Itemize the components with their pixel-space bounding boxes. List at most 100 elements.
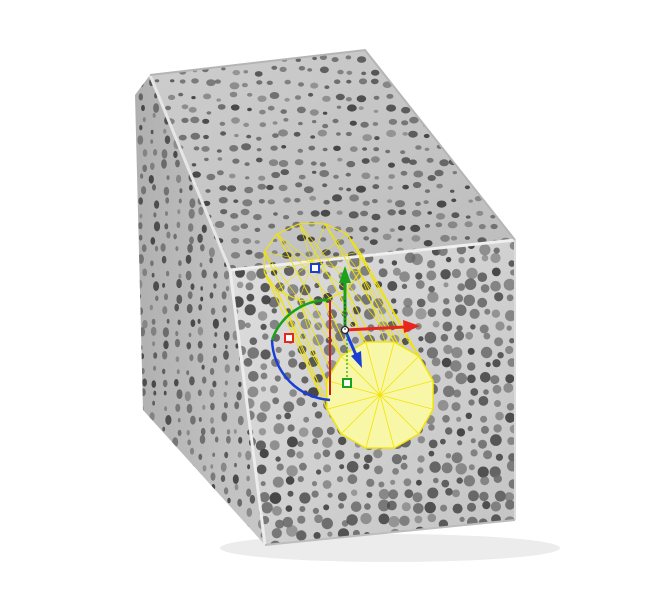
pore — [427, 211, 433, 215]
pore — [245, 249, 253, 255]
pore — [283, 117, 289, 122]
pore — [323, 464, 332, 473]
pore — [289, 389, 297, 397]
pore — [296, 397, 306, 406]
pore — [266, 184, 274, 191]
pore — [272, 133, 279, 139]
pore — [503, 208, 513, 216]
z-axis[interactable] — [343, 329, 358, 356]
pore — [258, 175, 266, 181]
pore — [477, 466, 489, 478]
pore — [482, 501, 491, 510]
pore — [283, 401, 295, 413]
pore — [126, 162, 133, 167]
pore — [428, 439, 438, 449]
pore — [298, 427, 309, 438]
pore — [220, 462, 227, 472]
pore — [478, 123, 487, 129]
pore — [464, 236, 470, 240]
pore — [347, 474, 358, 485]
pore — [311, 490, 319, 498]
pore — [164, 135, 171, 144]
pore — [267, 40, 274, 45]
porous-block[interactable] — [124, 39, 519, 554]
pore — [138, 448, 143, 455]
pore — [190, 319, 196, 328]
y-axis-arrowhead[interactable] — [339, 266, 351, 283]
pore — [312, 120, 317, 124]
pore — [139, 213, 143, 219]
pore — [386, 199, 393, 204]
pore — [346, 79, 352, 84]
pore — [246, 533, 250, 539]
z-axis-arrowhead[interactable] — [351, 351, 362, 368]
pore — [409, 159, 417, 165]
pore — [437, 400, 449, 411]
pore — [346, 514, 358, 526]
pore — [126, 437, 131, 446]
pore — [142, 149, 148, 157]
pore — [288, 350, 296, 358]
pore — [178, 198, 182, 204]
pore — [408, 130, 418, 138]
pore — [298, 121, 303, 126]
pore — [206, 42, 211, 46]
pore — [491, 44, 497, 49]
pore — [185, 254, 192, 264]
z-scale-handle[interactable] — [310, 263, 320, 273]
pore — [462, 39, 470, 45]
pore — [400, 83, 406, 87]
pore — [467, 425, 473, 432]
pore — [287, 436, 298, 448]
pore — [374, 176, 380, 180]
blue-rotation-arc[interactable] — [270, 339, 331, 402]
pore — [480, 284, 490, 293]
pore — [267, 105, 275, 111]
pore — [450, 133, 457, 139]
pore — [223, 317, 227, 323]
pore — [386, 129, 397, 138]
pore — [364, 308, 376, 320]
y-scale-handle[interactable] — [342, 378, 352, 388]
pore — [466, 171, 472, 176]
pore — [505, 412, 515, 423]
pore — [217, 157, 223, 161]
pore — [398, 209, 407, 215]
pore — [403, 478, 412, 487]
pore — [249, 337, 258, 346]
x-axis-arrowhead[interactable] — [403, 320, 420, 333]
pore — [392, 468, 399, 475]
pore — [477, 297, 488, 308]
pore — [310, 82, 319, 89]
block-top-face[interactable] — [150, 50, 515, 270]
pore — [454, 294, 464, 303]
pore — [490, 214, 496, 219]
pore — [412, 181, 422, 189]
pore — [323, 50, 333, 52]
x-axis[interactable] — [344, 325, 406, 332]
transform-gizmo[interactable] — [270, 263, 420, 402]
pore — [240, 223, 249, 229]
pore — [459, 516, 465, 523]
x-scale-handle[interactable] — [284, 333, 294, 343]
pore — [231, 117, 240, 124]
pore — [322, 437, 333, 448]
pore — [478, 224, 486, 230]
pore — [269, 52, 277, 58]
pore — [247, 464, 251, 470]
pore — [481, 80, 487, 85]
pore — [275, 346, 282, 353]
green-rotation-arc[interactable] — [270, 298, 331, 341]
pore — [126, 227, 134, 233]
pore — [416, 298, 426, 308]
pore — [259, 448, 269, 459]
pore — [247, 347, 259, 359]
pore — [178, 92, 184, 97]
pore — [338, 187, 344, 191]
pore — [313, 532, 321, 540]
pore — [322, 95, 331, 102]
pore — [299, 506, 306, 512]
selected-cylinder[interactable] — [263, 223, 434, 449]
